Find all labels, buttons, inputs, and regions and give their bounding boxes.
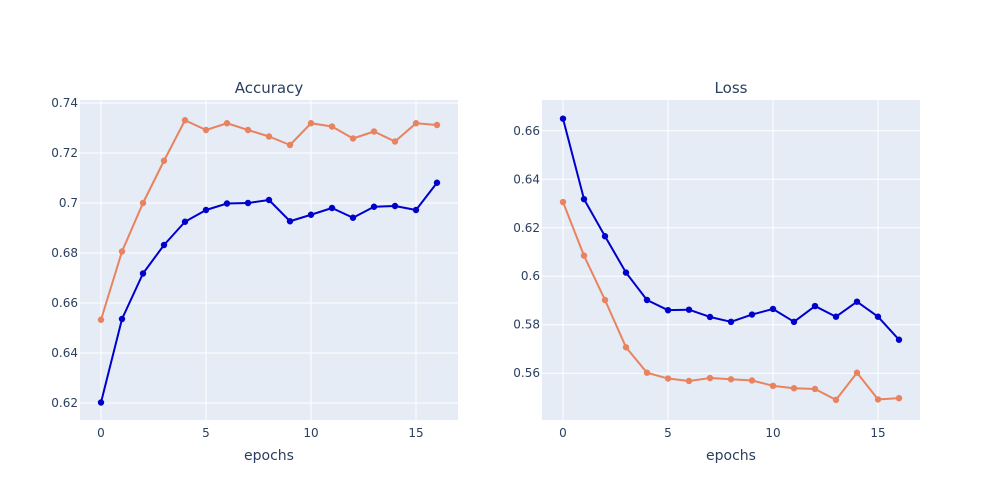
accuracy-series-1-point [181, 218, 189, 225]
loss-series-1-point [769, 305, 777, 313]
loss-x-axis-label: epochs [706, 448, 756, 464]
loss-series-0-point [706, 374, 714, 382]
accuracy-series-0-point [391, 138, 399, 145]
accuracy-y-tick-label: 0.64 [51, 346, 78, 360]
loss-series-0-point [853, 369, 861, 376]
accuracy-series-0-point [118, 248, 126, 255]
accuracy-series-1-point [433, 179, 441, 186]
accuracy-y-tick-label: 0.74 [51, 96, 78, 110]
accuracy-y-tick-label: 0.66 [51, 296, 78, 310]
loss-x-tick-label: 0 [559, 426, 567, 440]
accuracy-chart: 0 5 10 15 0.62 0.64 0.66 0.68 0.7 0.72 0.74 Accurac… [51, 79, 458, 464]
loss-series-1-point [685, 306, 693, 313]
loss-series-0-point [559, 198, 567, 206]
loss-series-0-point [790, 385, 798, 392]
loss-series-1-point [853, 298, 861, 305]
loss-y-tick-label: 0.62 [513, 221, 540, 235]
accuracy-series-1-point [97, 399, 105, 406]
loss-series-0-point [622, 344, 630, 351]
accuracy-series-0-point [307, 120, 315, 127]
loss-chart: 0 5 10 15 0.56 0.58 0.6 0.62 0.64 0.66 Loss epochs [513, 79, 920, 464]
loss-series-0-point [895, 394, 903, 402]
loss-series-0-point [685, 377, 693, 385]
accuracy-x-axis-label: epochs [244, 448, 294, 464]
loss-series-1-point [811, 302, 819, 310]
accuracy-series-0-point [328, 123, 336, 130]
accuracy-y-tick-label: 0.72 [51, 146, 78, 160]
accuracy-series-0-point [223, 120, 231, 127]
accuracy-series-0-point [412, 120, 420, 127]
accuracy-series-1-point [118, 315, 126, 323]
accuracy-series-1-point [412, 206, 420, 214]
accuracy-x-tick-label: 10 [303, 426, 318, 440]
loss-series-1-point [790, 318, 798, 326]
accuracy-x-tick-label: 5 [202, 426, 210, 440]
loss-chart-title: Loss [715, 79, 748, 97]
loss-series-0-point [727, 376, 735, 383]
accuracy-series-0-point [244, 126, 252, 134]
loss-series-1-point [727, 318, 735, 326]
loss-series-0-point [748, 377, 756, 384]
accuracy-y-tick-label: 0.68 [51, 246, 78, 260]
loss-y-tick-label: 0.56 [513, 366, 540, 380]
loss-series-1-point [748, 311, 756, 318]
loss-series-0-point [832, 396, 840, 404]
accuracy-series-1-point [223, 200, 231, 207]
loss-series-1-point [832, 313, 840, 320]
loss-series-0-point [769, 382, 777, 390]
loss-plot-area [542, 100, 920, 420]
loss-series-1-point [601, 233, 609, 240]
accuracy-series-0-point [433, 121, 441, 129]
accuracy-series-1-point [244, 199, 252, 207]
accuracy-series-1-point [370, 203, 378, 210]
accuracy-x-tick-label: 15 [408, 426, 423, 440]
accuracy-series-1-point [349, 214, 357, 221]
accuracy-series-0-point [349, 135, 357, 142]
loss-series-0-point [580, 252, 588, 259]
accuracy-series-0-point [139, 199, 147, 207]
accuracy-series-1-point [391, 202, 399, 210]
accuracy-series-1-point [160, 241, 168, 249]
loss-series-1-point [706, 313, 714, 321]
accuracy-series-1-point [202, 206, 210, 214]
loss-x-tick-label: 10 [765, 426, 780, 440]
loss-series-1-point [643, 296, 651, 304]
accuracy-series-0-point [181, 117, 189, 124]
accuracy-series-0-point [160, 157, 168, 164]
accuracy-series-1-point [265, 196, 273, 204]
loss-series-0-point [811, 385, 819, 393]
accuracy-plot-area [80, 100, 458, 420]
loss-series-1-point [664, 306, 672, 314]
loss-series-0-point [874, 396, 882, 403]
accuracy-x-tick-label: 0 [97, 426, 105, 440]
accuracy-series-0-point [97, 316, 105, 323]
accuracy-series-1-point [286, 218, 294, 225]
accuracy-series-0-point [370, 128, 378, 135]
loss-x-tick-label: 5 [664, 426, 672, 440]
loss-y-tick-label: 0.64 [513, 172, 540, 186]
loss-y-tick-label: 0.66 [513, 124, 540, 138]
loss-series-1-point [622, 269, 630, 276]
loss-series-0-point [664, 375, 672, 382]
accuracy-series-0-point [286, 141, 294, 149]
loss-series-0-point [601, 296, 609, 304]
loss-series-1-point [895, 336, 903, 343]
accuracy-series-0-point [265, 133, 273, 140]
loss-series-1-point [559, 115, 567, 122]
accuracy-series-1-point [307, 211, 315, 218]
accuracy-series-0-point [202, 126, 210, 134]
loss-y-tick-label: 0.6 [521, 269, 540, 283]
accuracy-y-tick-label: 0.62 [51, 396, 78, 410]
loss-y-tick-label: 0.58 [513, 318, 540, 332]
loss-x-tick-label: 15 [870, 426, 885, 440]
loss-series-1-point [580, 195, 588, 203]
accuracy-series-1-point [328, 204, 336, 212]
accuracy-chart-title: Accuracy [235, 79, 304, 97]
accuracy-y-tick-label: 0.7 [59, 196, 78, 210]
accuracy-series-1-point [139, 270, 147, 277]
loss-series-0-point [643, 369, 651, 376]
loss-series-1-point [874, 313, 882, 320]
